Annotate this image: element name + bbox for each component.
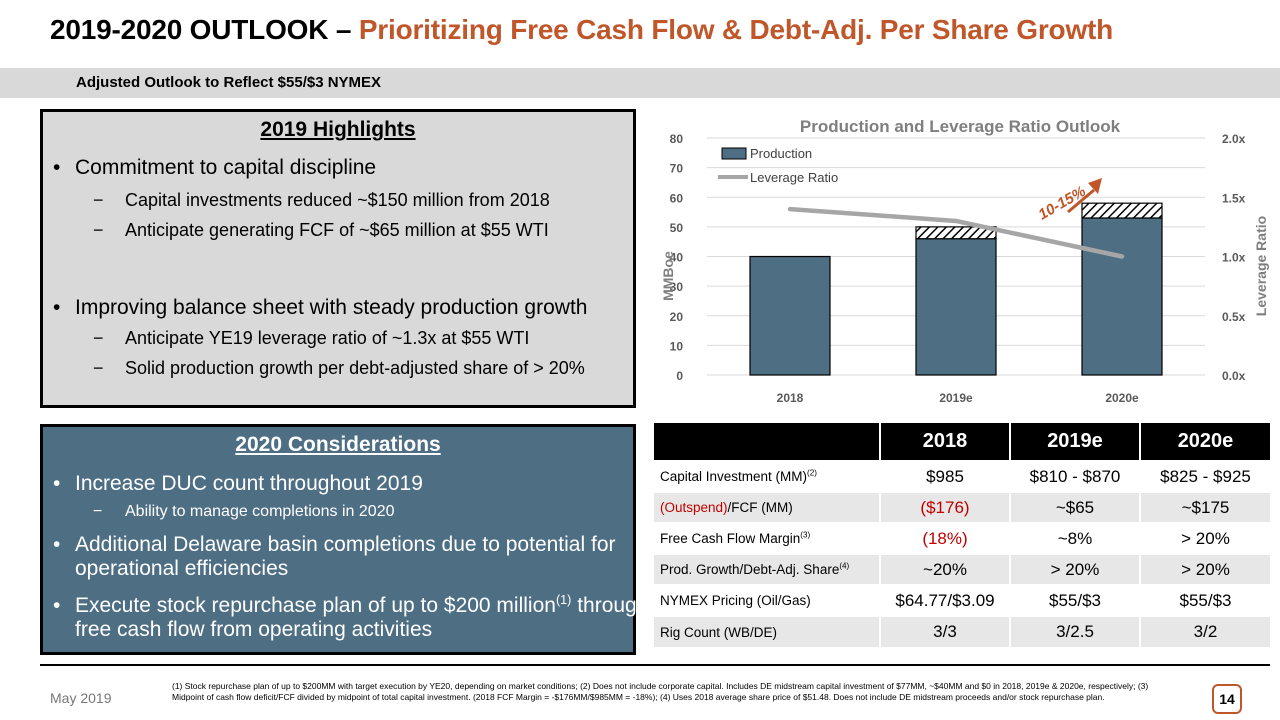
highlight-sub-2a: − Anticipate YE19 leverage ratio of ~1.3x… (93, 328, 530, 348)
chart-legend: Production Leverage Ratio (718, 146, 838, 185)
y-tick-label: 40 (670, 251, 684, 265)
row-label-fcf-margin: Free Cash Flow Margin(3) (654, 522, 881, 554)
table-row: (Outspend)/FCF (MM) ($176) ~$65 ~$175 (654, 491, 1270, 523)
highlight-sub-2b: − Solid production growth per debt-adjust… (93, 358, 585, 378)
highlight-sub-1a: − Capital investments reduced ~$150 milli… (93, 190, 550, 210)
table-cell: ~20% (880, 553, 1011, 585)
row-label-prod-growth: Prod. Growth/Debt-Adj. Share(4) (654, 553, 881, 585)
row-label-capital-investment: Capital Investment (MM)(2) (654, 460, 881, 492)
row-label-outspend-fcf: (Outspend)/FCF (MM) (654, 491, 881, 523)
growth-callout-arrowhead (1088, 178, 1102, 194)
table-cell: > 20% (1140, 553, 1270, 585)
subtitle: Adjusted Outlook to Reflect $55/$3 NYMEX (76, 74, 382, 91)
highlight-bullet-2: • Improving balance sheet with steady pro… (53, 296, 588, 319)
table-cell: $55/$3 (1010, 584, 1141, 616)
table-cell: ~$175 (1140, 491, 1270, 523)
subtitle-bar: Adjusted Outlook to Reflect $55/$3 NYMEX (0, 68, 1280, 98)
table-header-2020e: 2020e (1140, 423, 1270, 461)
chart-x-axis-ticks: 2018 2019e 2020e (777, 391, 1139, 405)
growth-callout-label: 10-15% (1036, 183, 1089, 224)
leverage-ratio-line (787, 206, 1125, 259)
table-cell: ~8% (1010, 522, 1141, 554)
table-header-2018: 2018 (880, 423, 1011, 461)
y2-tick-label: 1.0x (1222, 251, 1246, 265)
table-header-2019e: 2019e (1010, 423, 1141, 461)
production-bar (1081, 217, 1163, 376)
chart-title: Production and Leverage Ratio Outlook (800, 117, 1121, 136)
table-row: NYMEX Pricing (Oil/Gas) $64.77/$3.09 $55… (654, 584, 1270, 616)
chart-y-label: MMBoe (660, 251, 676, 301)
table-cell: $64.77/$3.09 (880, 584, 1011, 616)
chart-y2-axis-ticks: 0.0x 0.5x 1.0x 1.5x 2.0x (1222, 132, 1246, 383)
production-leverage-chart: 0 10 20 30 40 50 60 70 80 0.0x 0.5x 1.0x 1.5x 2.0x 2… (660, 117, 1269, 405)
table-header-row: 2018 2019e 2020e (654, 423, 1270, 461)
y-tick-label: 50 (670, 221, 684, 235)
title-main: 2019-2020 OUTLOOK – (50, 14, 359, 45)
highlight-bullet-1: • Commitment to capital discipline (53, 156, 377, 179)
x-tick-label: 2020e (1105, 391, 1139, 405)
table-cell: 3/2 (1140, 615, 1270, 647)
table-cell: ~$65 (1010, 491, 1141, 523)
table-row: Rig Count (WB/DE) 3/3 3/2.5 3/2 (654, 615, 1270, 647)
page-title: 2019-2020 OUTLOOK – Prioritizing Free Ca… (50, 14, 1113, 46)
chart-y-axis-ticks: 0 10 20 30 40 50 60 70 80 (670, 132, 684, 383)
considerations-heading: 2020 Considerations (235, 433, 441, 456)
y2-tick-label: 0.5x (1222, 310, 1246, 324)
chart-leverage-line (787, 206, 1125, 259)
legend-production-swatch (721, 147, 747, 160)
table-cell: 3/2.5 (1010, 615, 1141, 647)
table-cell: $825 - $925 (1140, 460, 1270, 492)
legend-production-label: Production (750, 146, 812, 161)
title-accent: Prioritizing Free Cash Flow & Debt-Adj. … (358, 14, 1114, 45)
row-label-rig-count: Rig Count (WB/DE) (654, 615, 881, 647)
y-tick-label: 80 (670, 132, 684, 146)
y-tick-label: 0 (676, 369, 683, 383)
footer-date: May 2019 (50, 690, 112, 706)
table-cell: > 20% (1010, 553, 1141, 585)
consideration-bullet-2: • Additional Delaware basin completions d… (53, 533, 616, 580)
highlights-panel: 2019 Highlights • Commitment to capital d… (40, 109, 636, 408)
y-tick-label: 30 (670, 280, 684, 294)
production-bar-hatched-increment (915, 226, 997, 240)
row-label-nymex-pricing: NYMEX Pricing (Oil/Gas) (654, 584, 881, 616)
production-bar (915, 238, 997, 376)
considerations-panel: 2020 Considerations • Increase DUC count … (40, 424, 648, 655)
table-row: Free Cash Flow Margin(3) (18%) ~8% > 20% (654, 522, 1270, 554)
y-tick-label: 60 (670, 191, 684, 205)
production-bar (749, 255, 831, 376)
production-bar-hatched-increment (1081, 202, 1163, 219)
growth-callout-arrow-shaft (1067, 188, 1095, 214)
consideration-bullet-3: • Execute stock repurchase plan of up to … (53, 593, 649, 641)
y2-tick-label: 0.0x (1222, 369, 1246, 383)
outlook-table: 2018 2019e 2020e Capital Investment (MM)… (654, 423, 1270, 647)
y-tick-label: 70 (670, 162, 684, 176)
highlights-heading: 2019 Highlights (260, 118, 416, 141)
y-tick-label: 10 (670, 339, 684, 353)
x-tick-label: 2019e (939, 391, 973, 405)
table-row: Capital Investment (MM)(2) $985 $810 - $… (654, 460, 1270, 492)
consideration-sub-1a: − Ability to manage completions in 2020 (93, 503, 395, 520)
legend-leverage-label: Leverage Ratio (750, 170, 838, 185)
page-number: 14 (1212, 684, 1242, 714)
table-cell: (18%) (880, 522, 1011, 554)
highlight-sub-1b: − Anticipate generating FCF of ~$65 milli… (93, 220, 549, 240)
y2-tick-label: 1.5x (1222, 191, 1246, 205)
table-row: Prod. Growth/Debt-Adj. Share(4) ~20% > 2… (654, 553, 1270, 585)
table-header-blank (654, 423, 881, 461)
footnotes: (1) Stock repurchase plan of up to $200M… (172, 681, 1149, 702)
table-cell: > 20% (1140, 522, 1270, 554)
y2-tick-label: 2.0x (1222, 132, 1246, 146)
table-cell: $55/$3 (1140, 584, 1270, 616)
table-cell: $985 (880, 460, 1011, 492)
consideration-bullet-1: • Increase DUC count throughout 2019 (53, 472, 423, 495)
table-cell: 3/3 (880, 615, 1011, 647)
x-tick-label: 2018 (777, 391, 804, 405)
table-cell: $810 - $870 (1010, 460, 1141, 492)
y-tick-label: 20 (670, 310, 684, 324)
chart-y2-label: Leverage Ratio (1253, 216, 1269, 316)
table-cell: ($176) (880, 491, 1011, 523)
footer-divider (40, 664, 1270, 666)
chart-bars (749, 202, 1163, 376)
